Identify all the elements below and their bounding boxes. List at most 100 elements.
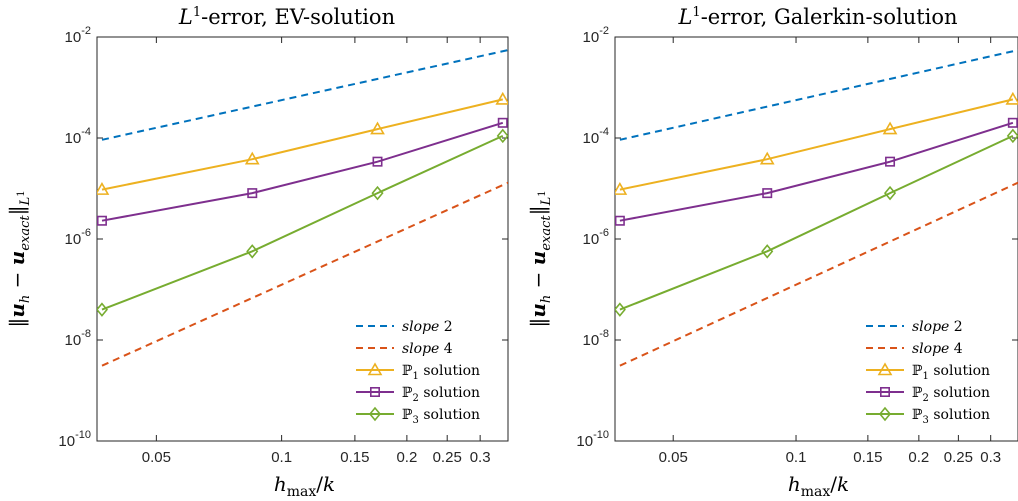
x-axis-label-sub: max <box>801 484 831 500</box>
legend-label: slope 4 <box>912 341 963 357</box>
legend-label-rest: 4 <box>949 341 962 357</box>
y-axis-label-sub-1: 1 <box>537 190 548 196</box>
legend-label: ℙ2 solution <box>912 385 990 404</box>
series-slope-4 <box>101 181 508 367</box>
plot-series-group <box>615 49 1018 367</box>
series-marker-square <box>762 188 773 199</box>
series-marker-triangle <box>759 151 775 165</box>
y-tick-label-base: 10 <box>583 29 600 46</box>
y-tick-label: 10-6 <box>65 227 91 248</box>
x-tick-label: 0.1 <box>786 449 807 466</box>
legend-label-sub: 2 <box>923 393 929 404</box>
y-axis-label: ‖uh − uexact‖L1 <box>5 190 33 327</box>
x-axis-label-h: h <box>274 472 287 496</box>
series-marker-diamond <box>371 185 384 201</box>
series-marker-triangle <box>495 91 508 105</box>
legend-item: slope 4 <box>866 341 963 357</box>
legend-box <box>347 309 499 421</box>
chart-title-suffix: -error, EV-solution <box>201 5 395 29</box>
legend-label-rest: solution <box>929 385 990 401</box>
legend-label-italic: slope <box>912 341 949 357</box>
x-axis-label-slash: / <box>316 472 323 496</box>
series-line <box>101 98 504 191</box>
series-line <box>619 98 1014 191</box>
series-marker-diamond <box>496 128 508 144</box>
y-axis-label-norm-open: ‖ <box>526 318 551 328</box>
series-marker-triangle <box>244 151 260 165</box>
legend-label-symbol: ℙ <box>402 385 413 401</box>
y-tick-label: 10-4 <box>65 126 91 147</box>
legend-label-rest: solution <box>929 407 990 423</box>
y-tick-label-base: 10 <box>65 231 82 248</box>
series-p3-solution <box>615 128 1018 317</box>
legend-label: ℙ1 solution <box>402 363 480 382</box>
series-line <box>619 49 1018 141</box>
y-tick-label: 10-4 <box>583 126 609 147</box>
y-axis-label-norm-close: ‖ <box>5 205 30 215</box>
series-slope-2 <box>619 49 1018 141</box>
y-axis-label-u2: u <box>5 251 29 266</box>
y-axis-label-sub-h: h <box>539 295 554 303</box>
y-tick-label: 10-10 <box>58 429 91 450</box>
y-axis-label-sub-exact: exact <box>539 215 554 251</box>
legend-label-symbol: ℙ <box>912 363 923 379</box>
series-line <box>101 134 504 311</box>
series-p1-solution <box>615 91 1018 195</box>
chart-title-prefix: L <box>677 5 692 29</box>
series-marker-square <box>247 188 258 199</box>
series-marker-diamond <box>97 302 108 317</box>
series-line <box>619 121 1014 222</box>
legend-label-italic: slope <box>912 319 949 335</box>
legend-item: ℙ3 solution <box>356 406 480 426</box>
legend-label-rest: solution <box>419 407 480 423</box>
legend-item: slope 4 <box>356 341 453 357</box>
series-marker-triangle <box>367 362 383 376</box>
legend-label: ℙ3 solution <box>402 407 480 426</box>
series-marker-square <box>615 215 625 226</box>
legend-item: ℙ3 solution <box>866 406 990 426</box>
x-axis-label-sub: max <box>287 484 317 500</box>
series-line <box>619 134 1014 311</box>
series-slope-4 <box>619 181 1018 367</box>
series-marker-triangle <box>97 182 110 195</box>
series-marker-diamond <box>761 244 774 259</box>
legend-label: slope 2 <box>402 319 453 335</box>
y-tick-label-exponent: -4 <box>599 126 609 138</box>
x-axis-label-slash: / <box>830 472 837 496</box>
legend-label-symbol: ℙ <box>912 407 923 423</box>
chart-title-superscript: 1 <box>193 5 201 20</box>
series-marker-square <box>369 386 380 397</box>
y-axis-label-minus: − <box>5 265 29 294</box>
chart-title-prefix: L <box>178 5 193 29</box>
plot-series-group <box>97 49 508 367</box>
x-tick-label: 0.15 <box>340 449 369 466</box>
chart-title: L1-error, EV-solution <box>178 5 395 29</box>
series-marker-triangle <box>1005 91 1018 105</box>
series-marker-diamond <box>1006 128 1018 144</box>
x-axis-label-k: k <box>837 472 849 496</box>
series-marker-triangle <box>882 121 898 135</box>
series-marker-diamond <box>878 406 892 422</box>
y-axis-label-sub-L: L <box>539 197 554 207</box>
series-marker-diamond <box>246 244 259 259</box>
x-tick-label: 0.05 <box>142 449 171 466</box>
x-tick-label: 0.3 <box>980 449 1001 466</box>
series-line <box>101 181 508 367</box>
x-tick-label: 0.15 <box>853 449 882 466</box>
legend-label-rest: 4 <box>439 341 452 357</box>
y-axis-label-minus: − <box>526 265 550 294</box>
legend-item: slope 2 <box>866 319 963 335</box>
y-tick-label-base: 10 <box>65 29 82 46</box>
legend-label-sub: 3 <box>923 415 929 426</box>
y-axis-label-u2: u <box>526 251 550 266</box>
chart-title-suffix: -error, Galerkin-solution <box>701 5 958 29</box>
legend-item: slope 2 <box>356 319 453 335</box>
legend-label-sub: 3 <box>413 415 419 426</box>
chart-title-superscript: 1 <box>692 5 700 20</box>
series-line <box>101 121 504 222</box>
y-axis-label-sub-h: h <box>18 295 33 303</box>
series-marker-square <box>497 117 508 128</box>
